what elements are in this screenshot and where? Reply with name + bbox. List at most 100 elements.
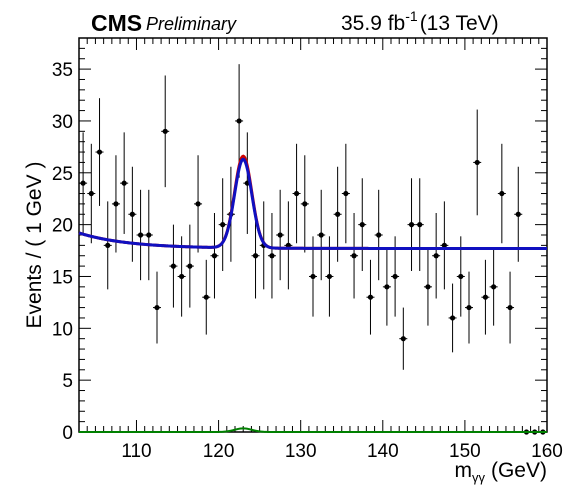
data-point — [497, 143, 506, 244]
marker — [80, 180, 86, 186]
marker — [170, 263, 177, 269]
marker — [195, 201, 201, 207]
signal-curve — [79, 427, 547, 433]
data-point — [111, 155, 120, 253]
data-point — [415, 178, 424, 272]
data-point — [407, 178, 416, 272]
marker — [359, 222, 365, 228]
data-point — [300, 155, 309, 253]
marker — [277, 232, 283, 238]
data-point — [506, 271, 515, 344]
data-point — [120, 132, 129, 234]
data-point — [79, 132, 88, 234]
preliminary-label: Preliminary — [146, 14, 237, 34]
marker — [187, 263, 193, 269]
marker — [491, 284, 497, 290]
marker — [252, 253, 259, 259]
data-point — [350, 212, 359, 299]
y-tick-label: 15 — [52, 267, 73, 288]
marker — [220, 222, 226, 228]
data-point — [276, 189, 285, 281]
marker — [310, 273, 316, 280]
y-tick-label: 35 — [52, 60, 73, 81]
marker — [105, 242, 111, 248]
data-point — [481, 259, 490, 335]
marker — [343, 190, 349, 197]
data-point — [144, 189, 153, 281]
data-point — [218, 178, 227, 272]
data-point — [169, 224, 178, 308]
data-point — [267, 212, 276, 299]
data-point — [177, 236, 186, 317]
marker — [211, 253, 218, 259]
marker — [466, 304, 472, 311]
luminosity-exponent: -1 — [405, 8, 418, 24]
data-point — [333, 166, 342, 262]
data-point — [399, 307, 408, 370]
data-point — [382, 248, 391, 326]
data-points — [79, 64, 546, 435]
marker — [482, 294, 489, 300]
marker — [179, 273, 185, 280]
marker — [400, 336, 406, 342]
marker — [408, 222, 415, 228]
x-axis-title: mγγ (GeV) — [454, 459, 547, 485]
x-tick-label: 140 — [367, 441, 399, 462]
marker — [88, 190, 94, 197]
marker — [236, 118, 242, 124]
marker — [507, 304, 513, 311]
data-point — [366, 259, 375, 335]
marker — [474, 159, 480, 166]
marker — [113, 201, 119, 207]
marker — [367, 294, 374, 300]
luminosity-label: 35.9 fb-1(13 TeV) — [341, 8, 499, 35]
data-point — [489, 248, 498, 326]
luminosity-value: 35.9 fb — [341, 12, 405, 35]
marker — [417, 222, 423, 228]
marker — [326, 273, 333, 280]
marker — [449, 315, 456, 321]
marker — [121, 180, 127, 186]
marker — [515, 211, 521, 217]
marker — [392, 273, 398, 280]
data-point — [514, 166, 523, 262]
marker — [154, 304, 160, 311]
data-point — [153, 271, 161, 344]
y-axis-title: Events / ( 1 GeV ) — [23, 162, 46, 329]
data-point — [341, 143, 350, 244]
data-point — [358, 178, 367, 272]
marker — [425, 284, 431, 290]
fit-curves — [78, 154, 547, 433]
x-axis-unit: (GeV) — [491, 459, 547, 482]
data-point — [235, 64, 244, 178]
x-tick-label: 110 — [121, 441, 151, 462]
cms-label: CMS — [91, 10, 142, 36]
y-tick-label: 5 — [62, 371, 73, 392]
x-axis-subscript: γγ — [472, 470, 486, 485]
marker — [162, 128, 168, 134]
data-point — [465, 271, 473, 344]
marker — [302, 201, 308, 207]
data-point — [185, 224, 194, 308]
data-point — [292, 143, 301, 244]
marker — [146, 232, 152, 238]
marker — [376, 232, 382, 238]
marker — [285, 242, 291, 248]
data-point — [210, 212, 219, 299]
marker — [129, 211, 135, 217]
y-tick-label: 0 — [62, 423, 73, 444]
marker — [384, 284, 390, 290]
data-point — [136, 189, 145, 281]
data-point — [448, 283, 457, 353]
x-tick-label: 120 — [203, 441, 235, 462]
data-point — [440, 201, 449, 290]
x-axis-symbol: m — [454, 459, 472, 482]
y-tick-label: 10 — [52, 319, 73, 340]
x-tick-label: 130 — [285, 441, 317, 462]
y-tick-label: 25 — [52, 164, 73, 185]
marker — [335, 211, 341, 217]
marker — [441, 242, 447, 248]
x-tick-label: 160 — [531, 441, 563, 462]
marker — [318, 232, 324, 238]
